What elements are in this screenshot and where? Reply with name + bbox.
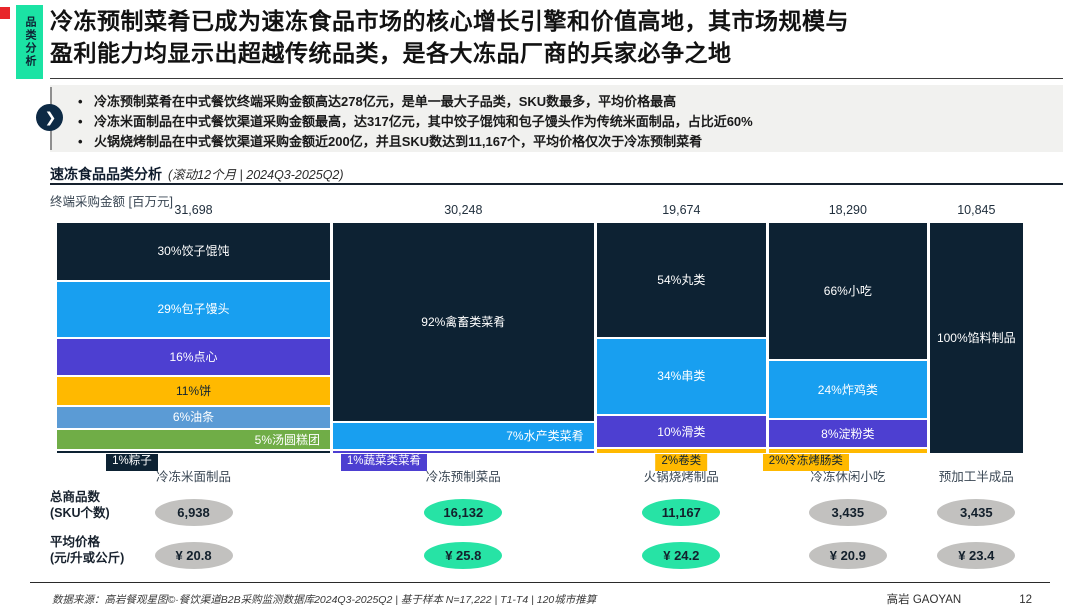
section-title: 速冻食品品类分析 xyxy=(50,166,162,182)
price-badge-4: ¥ 20.9 xyxy=(808,542,887,569)
mekko-column-4: 66%小吃 24%炸鸡类 8%淀粉类 2%冷冻烤肠类 xyxy=(762,223,927,471)
footer-source: 数据来源：高岩餐观星图©·餐饮渠道B2B采购监测数据库2024Q3-2025Q2… xyxy=(52,594,597,606)
segment[interactable]: 2%卷类 xyxy=(596,449,767,471)
section-subtitle: (滚动12个月 | 2024Q3-2025Q2) xyxy=(168,168,344,182)
sku-badge-3: 11,167 xyxy=(642,499,721,526)
chevron-right-icon: ❯ xyxy=(36,104,63,131)
sku-badge-4: 3,435 xyxy=(808,499,887,526)
segment[interactable]: 8%淀粉类 xyxy=(769,420,927,448)
category-label-5: 预加工半成品 xyxy=(938,470,1014,484)
segment[interactable]: 29%包子馒头 xyxy=(57,281,331,337)
segment[interactable]: 16%点心 xyxy=(57,338,331,375)
sku-count-row: 6,938 16,132 11,167 3,435 3,435 xyxy=(57,499,1023,526)
: 16,132 xyxy=(333,499,594,526)
segment[interactable]: 1%粽子 xyxy=(57,451,331,471)
mekko-column-1: 30%饺子馄饨 29%包子馒头 16%点心 11%饼 6%油条 5%汤圆糕团 1%粽子 xyxy=(57,223,331,471)
segment[interactable]: 34%串类 xyxy=(596,338,767,415)
sku-badge-2: 16,132 xyxy=(424,499,503,526)
column-totals-row: 31,698 30,248 19,674 18,290 10,845 xyxy=(57,203,1023,221)
: ¥ 20.9 xyxy=(769,542,927,569)
column-total-5: 10,845 xyxy=(957,203,996,217)
bullet-item-2: 冷冻米面制品在中式餐饮渠道采购金额最高，达317亿元，其中饺子馄饨和包子馒头作为… xyxy=(76,112,1049,132)
y-axis-label: 终端采购金额 [百万元] xyxy=(50,195,173,209)
bullet-item-1: 冷冻预制菜肴在中式餐饮终端采购金额高达278亿元，是单一最大子品类，SKU数最多… xyxy=(76,92,1049,112)
segment-chip-label: 2%冷冻烤肠类 xyxy=(762,454,849,471)
: ¥ 20.8 xyxy=(57,542,330,569)
sku-row-label: 总商品数 (SKU个数) xyxy=(50,490,110,521)
page-title: 冷冻预制菜肴已成为速冻食品市场的核心增长引擎和价值高地，其市场规模与 盈利能力均… xyxy=(50,8,849,66)
avg-price-row: ¥ 20.8 ¥ 25.8 ¥ 24.2 ¥ 20.9 ¥ 23.4 xyxy=(57,542,1023,569)
price-badge-1: ¥ 20.8 xyxy=(154,542,233,569)
category-label-3: 火锅烧烤制品 xyxy=(643,470,719,484)
segment[interactable]: 5%汤圆糕团 xyxy=(57,429,331,450)
segment[interactable]: 30%饺子馄饨 xyxy=(57,223,331,280)
segment[interactable]: 10%滑类 xyxy=(596,416,767,448)
sidebar-tab-category-analysis[interactable]: 品类分析 xyxy=(16,5,43,79)
corner-accent xyxy=(0,7,10,19)
bullet-item-3: 火锅烧烤制品在中式餐饮渠道采购金额近200亿，并且SKU数达到11,167个，平… xyxy=(76,132,1049,152)
mekko-column-3: 54%丸类 34%串类 10%滑类 2%卷类 xyxy=(596,223,767,471)
price-row-label: 平均价格 (元/升或公斤) xyxy=(50,535,125,566)
footer: 数据来源：高岩餐观星图©·餐饮渠道B2B采购监测数据库2024Q3-2025Q2… xyxy=(30,582,1050,607)
segment[interactable]: 54%丸类 xyxy=(596,223,767,337)
segment[interactable]: 92%禽畜类菜肴 xyxy=(333,223,594,421)
bullet-list: 冷冻预制菜肴在中式餐饮终端采购金额高达278亿元，是单一最大子品类，SKU数最多… xyxy=(50,85,1063,158)
page-number: 12 xyxy=(1019,594,1032,606)
segment-chip-label: 1%粽子 xyxy=(106,454,158,471)
: 3,435 xyxy=(769,499,927,526)
mekko-chart: 31,698 30,248 19,674 18,290 10,845 30%饺子馄饨 29… xyxy=(57,203,1024,569)
sidebar-tab-label: 品类分析 xyxy=(24,16,36,68)
column-total-3: 19,674 xyxy=(662,203,701,217)
: ¥ 25.8 xyxy=(333,542,594,569)
price-badge-5: ¥ 23.4 xyxy=(937,542,1016,569)
sku-badge-5: 3,435 xyxy=(937,499,1016,526)
sku-badge-1: 6,938 xyxy=(154,499,233,526)
segment[interactable]: 24%炸鸡类 xyxy=(769,361,927,419)
column-total-2: 30,248 xyxy=(444,203,483,217)
column-total-1: 31,698 xyxy=(174,203,213,217)
footer-brand: 高岩 GAOYAN xyxy=(886,594,962,606)
: ¥ 23.4 xyxy=(930,542,1023,569)
section-header: 速冻食品品类分析 (滚动12个月 | 2024Q3-2025Q2) xyxy=(50,164,344,184)
category-label-4: 冷冻休闲小吃 xyxy=(810,470,886,484)
segment[interactable]: 7%水产类菜肴 xyxy=(333,422,594,449)
price-badge-3: ¥ 24.2 xyxy=(642,542,721,569)
title-divider xyxy=(50,78,1063,79)
category-label-2: 冷冻预制菜品 xyxy=(425,470,501,484)
section-divider xyxy=(50,183,1063,185)
segment[interactable]: 1%蔬菜类菜肴 xyxy=(333,450,594,471)
mekko-column-5: 100%馅料制品 xyxy=(929,223,1024,453)
mekko-column-2: 92%禽畜类菜肴 7%水产类菜肴 1%蔬菜类菜肴 xyxy=(333,223,594,471)
category-label-1: 冷冻米面制品 xyxy=(156,470,232,484)
: ¥ 24.2 xyxy=(597,542,766,569)
price-badge-2: ¥ 25.8 xyxy=(424,542,503,569)
segment-chip-label: 1%蔬菜类菜肴 xyxy=(340,454,427,471)
segment-chip-label: 2%卷类 xyxy=(655,454,708,471)
column-total-4: 18,290 xyxy=(828,203,867,217)
key-points-panel: ❯ 冷冻预制菜肴在中式餐饮终端采购金额高达278亿元，是单一最大子品类，SKU数… xyxy=(36,85,1063,153)
category-labels-row: 冷冻米面制品 冷冻预制菜品 火锅烧烤制品 冷冻休闲小吃 预加工半成品 xyxy=(57,466,1023,485)
segment[interactable]: 100%馅料制品 xyxy=(929,223,1024,453)
segment[interactable]: 2%冷冻烤肠类 xyxy=(762,449,927,471)
mekko-bars-row: 30%饺子馄饨 29%包子馒头 16%点心 11%饼 6%油条 5%汤圆糕团 1%粽子 92%… xyxy=(57,223,1024,471)
: 3,435 xyxy=(930,499,1023,526)
segment[interactable]: 6%油条 xyxy=(57,406,331,428)
: 6,938 xyxy=(57,499,330,526)
segment[interactable]: 66%小吃 xyxy=(769,223,927,360)
segment[interactable]: 11%饼 xyxy=(57,376,331,405)
: 11,167 xyxy=(597,499,766,526)
